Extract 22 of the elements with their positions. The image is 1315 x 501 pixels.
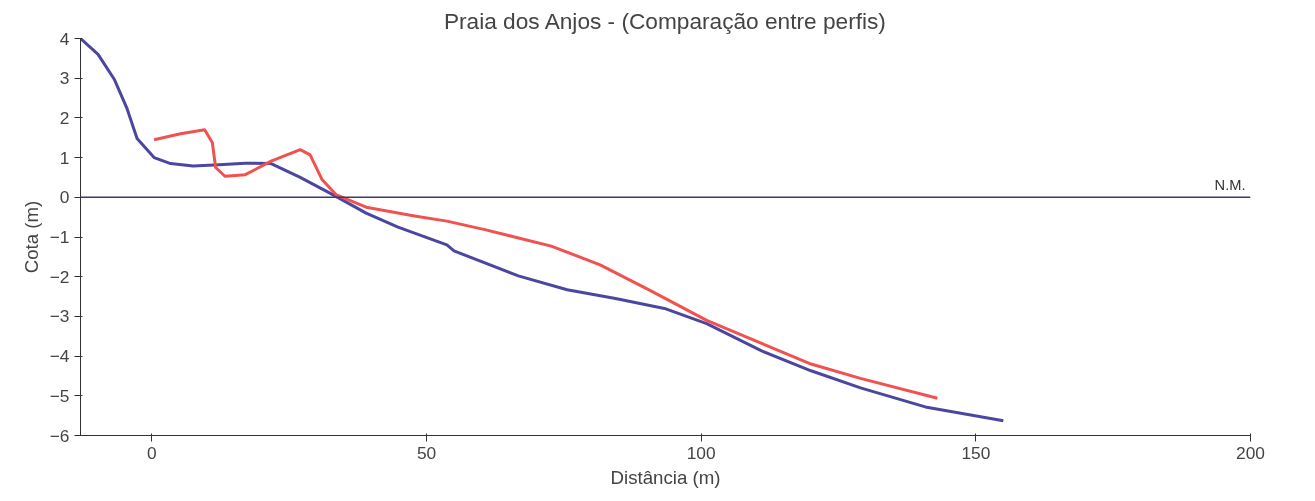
x-tick-label: 0 [147, 442, 157, 463]
x-axis-title: Distância (m) [610, 466, 721, 488]
x-tick-label: 50 [416, 442, 437, 463]
y-tick-label: 3 [59, 68, 70, 89]
y-tick-label: −1 [49, 227, 70, 247]
y-tick-label: 0 [59, 187, 70, 208]
x-tick-label: 150 [961, 442, 991, 463]
y-tick-label: −5 [49, 385, 70, 406]
x-tick-label: 200 [1236, 442, 1265, 463]
ref-line-label: N.M. [1214, 177, 1246, 194]
y-tick-label: 2 [59, 107, 70, 128]
y-tick-label: −4 [49, 346, 70, 367]
line-series [152, 128, 939, 400]
chart-title: Praia dos Anjos - (Comparação entre perfis) [443, 7, 886, 34]
y-tick-label: −6 [49, 425, 70, 446]
y-tick-label: 4 [59, 28, 70, 49]
y-axis-title: Cota (m) [20, 200, 42, 274]
line-series [80, 38, 1005, 423]
x-tick-label: 100 [686, 442, 716, 463]
y-tick-label: −3 [49, 306, 70, 327]
y-tick-label: −2 [49, 266, 70, 287]
y-tick-label: 1 [59, 147, 70, 168]
